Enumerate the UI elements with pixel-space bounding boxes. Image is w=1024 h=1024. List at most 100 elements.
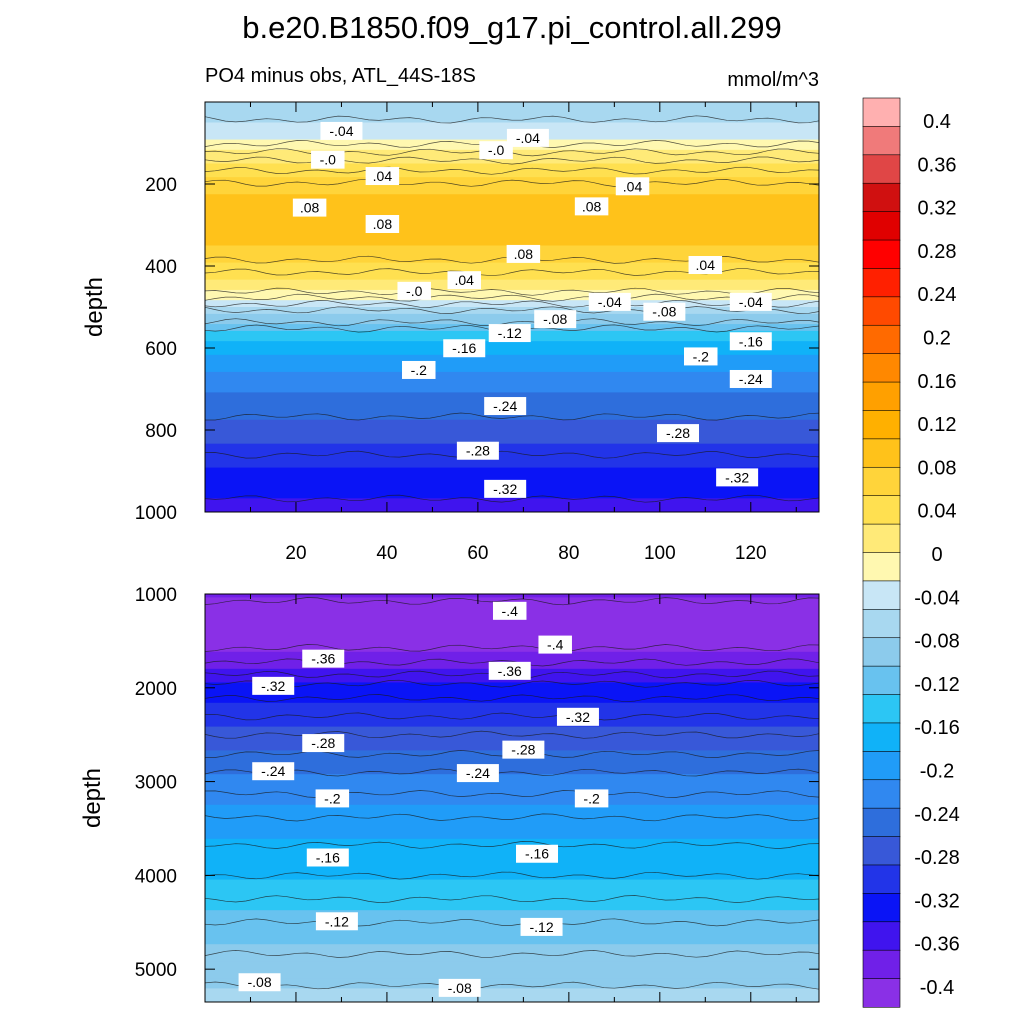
upper-contour-label: -.32: [716, 468, 759, 487]
lower-fill-band: [205, 995, 819, 1000]
upper-contour-line: [205, 412, 819, 421]
lower-fill-band: [205, 872, 819, 877]
lower-contour-label: -.28: [502, 740, 545, 759]
lower-contour-line: [205, 981, 819, 990]
colorbar-label: 0.2: [923, 328, 951, 350]
upper-fill-band: [205, 457, 819, 462]
upper-fill-band: [205, 378, 819, 383]
upper-fill-band: [205, 447, 819, 452]
lower-fill-band: [205, 730, 819, 734]
upper-contour-label: -.0: [397, 281, 431, 300]
colorbar-label: 0.24: [918, 284, 957, 306]
colorbar-label: 0.36: [918, 154, 957, 176]
svg-text:-.4: -.4: [502, 603, 519, 619]
upper-fill-band: [205, 474, 819, 479]
colorbar-label: 0: [931, 544, 942, 566]
lower-fill-band: [205, 713, 819, 717]
lower-contour-label: -.2: [574, 789, 609, 808]
svg-text:-.32: -.32: [566, 709, 590, 725]
colorbar-swatch: [862, 410, 901, 440]
upper-y-tick-label: 600: [145, 339, 177, 360]
lower-fill-band: [205, 964, 819, 969]
lower-fill-band: [205, 998, 819, 1002]
colorbar-swatch: [862, 211, 901, 241]
colorbar-swatch: [862, 722, 901, 752]
colorbar-swatch: [862, 807, 901, 838]
lower-fill-band: [205, 706, 819, 711]
upper-contour-label: -.04: [588, 292, 631, 311]
lower-contour-line: [205, 918, 819, 927]
lower-contour-label: -.2: [315, 789, 350, 808]
colorbar-swatch: [862, 864, 901, 894]
lower-fill-band: [205, 974, 819, 979]
lower-contour-line: [205, 813, 819, 822]
upper-fill-band: [205, 358, 819, 363]
lower-fill-band: [205, 981, 819, 986]
lower-fill-band: [205, 937, 819, 942]
upper-contour-label: -.04: [729, 292, 772, 311]
upper-fill-band: [205, 307, 819, 312]
panel-subtitle-left: PO4 minus obs, ATL_44S-18S: [205, 65, 476, 87]
colorbar-swatch: [862, 637, 901, 667]
upper-fill-band: [205, 201, 819, 206]
upper-contour-label: -.28: [456, 441, 499, 460]
svg-text:-.08: -.08: [448, 980, 472, 996]
lower-fill-band: [205, 723, 819, 728]
lower-fill-band: [205, 679, 819, 683]
svg-text:-.0: -.0: [488, 142, 505, 158]
lower-fill-band: [205, 825, 819, 830]
upper-fill-band: [205, 320, 819, 325]
lower-fill-band: [205, 818, 819, 823]
upper-y-tick-label: 1000: [135, 503, 177, 524]
svg-text:-.28: -.28: [466, 443, 490, 459]
lower-fill-band: [205, 757, 819, 762]
upper-contour-label: -.2: [402, 360, 436, 379]
lower-fill-band: [205, 906, 819, 911]
lower-y-tick-label: 2000: [135, 679, 177, 700]
upper-fill-band: [205, 170, 819, 175]
lower-fill-band: [205, 655, 819, 660]
lower-fill-band: [205, 879, 819, 884]
upper-y-tick-label: 400: [145, 257, 177, 278]
upper-fill-band: [205, 371, 819, 376]
upper-contour-label: -.28: [657, 424, 700, 443]
upper-contour-label: -.16: [443, 339, 486, 358]
lower-fill-band: [205, 733, 819, 738]
upper-fill-band: [205, 269, 819, 274]
lower-contour-label: -.24: [456, 764, 499, 783]
svg-text:.04: .04: [373, 168, 393, 184]
upper-fill-band: [205, 341, 819, 346]
upper-fill-band: [205, 190, 819, 195]
lower-fill-band: [205, 968, 819, 972]
lower-fill-band: [205, 719, 819, 724]
lower-fill-band: [205, 811, 819, 816]
upper-fill-band: [205, 361, 819, 366]
lower-contour-line: [205, 841, 819, 849]
lower-fill-band: [205, 947, 819, 952]
lower-fill-band: [205, 835, 819, 840]
upper-fill-band: [205, 214, 819, 219]
colorbar-swatch: [862, 751, 901, 781]
lower-contour-line: [205, 679, 819, 688]
lower-fill-band: [205, 658, 819, 663]
upper-contour-label: .08: [365, 215, 400, 233]
upper-fill-band: [205, 289, 819, 294]
lower-fill-band: [205, 934, 819, 938]
upper-fill-band: [205, 184, 819, 189]
colorbar-swatch: [862, 126, 901, 156]
upper-fill-band: [205, 163, 819, 168]
upper-contour-line: [205, 156, 819, 165]
lower-fill-band: [205, 709, 819, 714]
svg-text:-.2: -.2: [411, 362, 428, 378]
upper-fill-band: [205, 166, 819, 171]
upper-fill-band: [205, 242, 819, 247]
svg-text:-.36: -.36: [498, 663, 522, 679]
lower-fill-band: [205, 886, 819, 891]
upper-fill-band: [205, 351, 819, 356]
lower-fill-band: [205, 889, 819, 894]
colorbar-swatch: [862, 836, 901, 866]
upper-plot-frame: [204, 101, 820, 513]
upper-x-tick-label: 100: [644, 543, 676, 564]
lower-fill-band: [205, 804, 819, 809]
upper-contour-label: -.24: [729, 369, 772, 388]
